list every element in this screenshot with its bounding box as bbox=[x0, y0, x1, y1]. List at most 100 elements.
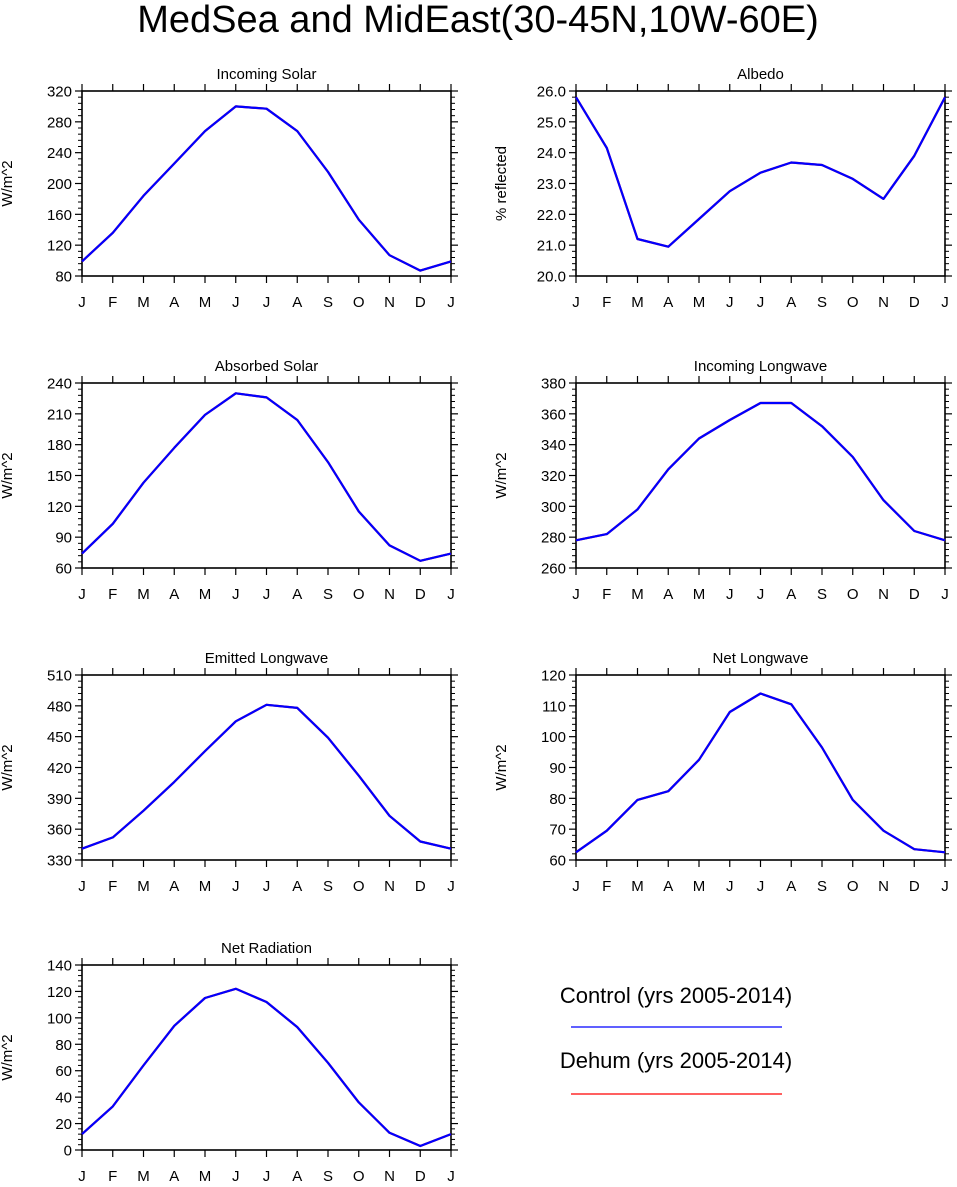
y-tick-label: 480 bbox=[47, 698, 72, 715]
x-tick-label: J bbox=[263, 878, 271, 895]
x-tick-label: A bbox=[292, 294, 302, 311]
x-tick-label: M bbox=[137, 1168, 150, 1185]
figure-title: MedSea and MidEast(30-45N,10W-60E) bbox=[137, 0, 819, 41]
y-tick-label: 260 bbox=[541, 561, 566, 578]
panels: Incoming SolarW/m^280120160200240280320J… bbox=[0, 66, 952, 1185]
legend: Control (yrs 2005-2014) Dehum (yrs 2005-… bbox=[560, 983, 792, 1095]
plot-frame bbox=[575, 674, 946, 861]
y-tick-label: 150 bbox=[47, 468, 72, 485]
x-tick-label: A bbox=[786, 294, 796, 311]
series-line-control bbox=[81, 105, 452, 272]
x-tick-label: O bbox=[353, 586, 365, 603]
x-tick-label: S bbox=[817, 294, 827, 311]
y-tick-label: 70 bbox=[549, 822, 566, 839]
y-tick-label: 110 bbox=[542, 698, 566, 715]
x-tick-label: A bbox=[292, 1168, 302, 1185]
y-tick-label: 23.0 bbox=[537, 176, 566, 193]
y-tick-label: 60 bbox=[549, 853, 566, 870]
series-line-dehum bbox=[81, 987, 452, 1148]
x-tick-label: J bbox=[726, 586, 734, 603]
series-line-control bbox=[81, 703, 452, 850]
panel-5: Emitted Longwave W/m^2 330 360 390 420 450 480 5… bbox=[0, 650, 458, 895]
x-tick-label: M bbox=[199, 294, 212, 311]
x-tick-label: M bbox=[137, 878, 150, 895]
series-line-control bbox=[575, 692, 946, 854]
panel-title: Absorbed Solar bbox=[215, 358, 318, 375]
x-tick-label: A bbox=[292, 586, 302, 603]
x-tick-label: M bbox=[631, 586, 644, 603]
x-tick-label: O bbox=[847, 878, 859, 895]
x-tick-label: N bbox=[384, 294, 395, 311]
x-tick-label: M bbox=[199, 878, 212, 895]
x-tick-label: J bbox=[78, 294, 86, 311]
x-tick-label: O bbox=[847, 586, 859, 603]
y-tick-label: 360 bbox=[541, 406, 566, 423]
y-tick-label: 100 bbox=[47, 1010, 72, 1027]
plot-frame bbox=[81, 674, 452, 861]
x-tick-label: M bbox=[199, 1168, 212, 1185]
x-tick-label: N bbox=[878, 878, 889, 895]
panel-title: Incoming Solar bbox=[216, 66, 316, 83]
legend-label-control: Control (yrs 2005-2014) bbox=[560, 983, 792, 1008]
y-axis-label: % reflected bbox=[493, 146, 510, 221]
x-tick-label: A bbox=[169, 878, 179, 895]
y-tick-label: 120 bbox=[47, 238, 72, 255]
y-tick-label: 21.0 bbox=[537, 238, 566, 255]
series-line-control bbox=[81, 987, 452, 1148]
y-tick-label: 60 bbox=[55, 561, 72, 578]
y-tick-label: 24.0 bbox=[537, 145, 566, 162]
y-tick-label: 90 bbox=[55, 530, 72, 547]
y-tick-label: 200 bbox=[47, 176, 72, 193]
x-tick-label: S bbox=[817, 878, 827, 895]
x-tick-label: J bbox=[232, 878, 240, 895]
y-tick-label: 420 bbox=[47, 760, 72, 777]
x-tick-label: A bbox=[169, 586, 179, 603]
x-tick-label: N bbox=[878, 294, 889, 311]
x-tick-label: A bbox=[169, 294, 179, 311]
x-tick-label: J bbox=[263, 294, 271, 311]
x-tick-label: D bbox=[415, 878, 426, 895]
x-tick-label: A bbox=[786, 878, 796, 895]
y-axis-label: W/m^2 bbox=[0, 744, 16, 790]
y-tick-label: 120 bbox=[47, 499, 72, 516]
x-tick-label: J bbox=[232, 294, 240, 311]
y-tick-label: 180 bbox=[47, 437, 72, 454]
series-line-control bbox=[575, 401, 946, 542]
x-tick-label: F bbox=[602, 878, 611, 895]
x-tick-label: M bbox=[631, 294, 644, 311]
y-tick-label: 120 bbox=[541, 668, 566, 685]
y-tick-label: 380 bbox=[541, 376, 566, 393]
y-tick-label: 22.0 bbox=[537, 207, 566, 224]
panel-1: Incoming Solar W/m^2 80 120 160 200 240 280 320 J… bbox=[0, 66, 458, 311]
x-tick-label: J bbox=[757, 586, 765, 603]
x-tick-label: S bbox=[323, 878, 333, 895]
panel-title: Incoming Longwave bbox=[694, 358, 827, 375]
x-tick-label: D bbox=[415, 1168, 426, 1185]
x-tick-label: J bbox=[232, 586, 240, 603]
x-tick-label: J bbox=[447, 1168, 455, 1185]
x-tick-label: M bbox=[137, 294, 150, 311]
x-tick-label: F bbox=[108, 1168, 117, 1185]
y-axis-label: W/m^2 bbox=[493, 744, 510, 790]
panel-3: Absorbed Solar W/m^2 60 90 120 150 180 210 240 J F… bbox=[0, 358, 458, 603]
x-tick-label: O bbox=[353, 878, 365, 895]
y-tick-label: 160 bbox=[47, 207, 72, 224]
x-tick-label: M bbox=[693, 878, 706, 895]
x-tick-label: F bbox=[602, 294, 611, 311]
x-tick-label: J bbox=[941, 294, 949, 311]
x-tick-label: J bbox=[572, 878, 580, 895]
x-tick-label: D bbox=[909, 878, 920, 895]
x-tick-label: J bbox=[263, 586, 271, 603]
x-tick-label: A bbox=[786, 586, 796, 603]
x-tick-label: A bbox=[292, 878, 302, 895]
x-tick-label: F bbox=[108, 586, 117, 603]
x-tick-label: F bbox=[108, 294, 117, 311]
x-tick-label: O bbox=[847, 294, 859, 311]
y-tick-label: 330 bbox=[47, 853, 72, 870]
series-line-control bbox=[81, 392, 452, 562]
x-tick-label: J bbox=[263, 1168, 271, 1185]
series-line-dehum bbox=[575, 401, 946, 542]
series-line-dehum bbox=[575, 692, 946, 854]
plot-frame bbox=[575, 90, 946, 277]
